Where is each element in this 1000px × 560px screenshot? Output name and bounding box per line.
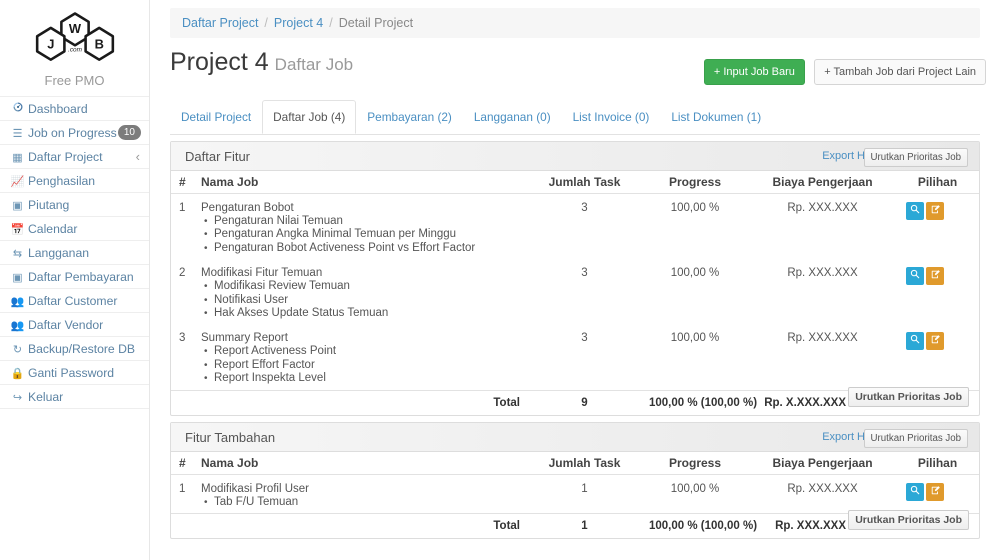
svg-text:B: B (94, 36, 103, 51)
svg-text:W: W (68, 21, 81, 36)
svg-text:.com: .com (68, 46, 83, 53)
svg-text:J: J (47, 36, 54, 51)
